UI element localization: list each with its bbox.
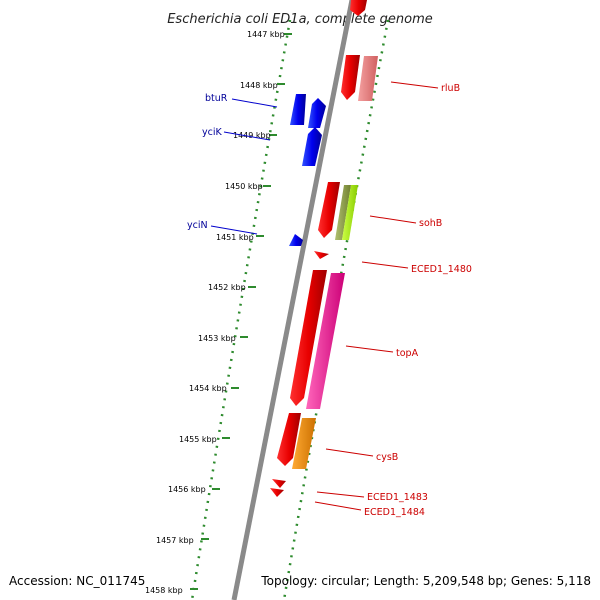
gene-arrow-cysB[interactable] <box>277 413 301 466</box>
genome-backbone <box>231 0 355 600</box>
gene-arrow-yciK[interactable] <box>302 127 322 166</box>
gene-arrow-sohB-homolog-2[interactable] <box>342 185 358 240</box>
gene-label-rluB[interactable]: rluB <box>441 83 460 94</box>
reverse-strand-genes <box>289 94 326 246</box>
gene-arrow-sohB[interactable] <box>318 182 340 238</box>
gene-arrow-yciN[interactable] <box>289 234 303 246</box>
leader-line-cysB <box>325 448 374 457</box>
tick-label: 1453 kbp <box>198 334 236 343</box>
leader-line-ECED1_1480 <box>361 261 409 269</box>
leader-line-yciK <box>223 131 271 141</box>
gene-arrow-sohB-homolog-1[interactable] <box>335 185 351 240</box>
gene-arrow-btuR[interactable] <box>290 94 306 125</box>
tick-label: 1458 kbp <box>145 586 183 595</box>
gene-label-ECED1_1483[interactable]: ECED1_1483 <box>367 492 428 503</box>
tick-label: 1448 kbp <box>240 81 278 90</box>
gene-label-btuR[interactable]: btuR <box>205 93 228 104</box>
tick-label: 1447 kbp <box>247 30 285 39</box>
gene-arrow-partial-top[interactable] <box>350 0 367 16</box>
gene-label-ECED1_1484[interactable]: ECED1_1484 <box>364 507 425 518</box>
forward-strand-genes <box>270 0 378 497</box>
gene-label-cysB[interactable]: cysB <box>376 452 398 463</box>
leader-line-ECED1_1483 <box>316 491 365 498</box>
leader-line-sohB <box>369 215 417 224</box>
gene-arrow-ECED1_1483[interactable] <box>272 479 286 488</box>
topology-text: Topology: circular; Length: 5,209,548 bp… <box>261 574 591 588</box>
leader-line-topA <box>345 345 394 353</box>
gene-arrow-topA-homolog[interactable] <box>306 273 345 409</box>
gene-labels: rluB btuR yciK sohB yciN ECED1_1480 topA… <box>187 81 472 518</box>
tick-label: 1455 kbp <box>179 435 217 444</box>
gene-arrow-ECED1_1484[interactable] <box>270 488 284 497</box>
tick-label: 1450 kbp <box>225 182 263 191</box>
leader-line-rluB <box>390 81 439 89</box>
tick-label: 1456 kbp <box>168 485 206 494</box>
tick-label: 1457 kbp <box>156 536 194 545</box>
gene-label-yciN[interactable]: yciN <box>187 220 208 231</box>
accession-text: Accession: NC_011745 <box>9 574 146 588</box>
gene-arrow-ECED1_1480[interactable] <box>314 251 329 259</box>
tick-label: 1449 kbp <box>233 131 271 140</box>
leader-line-yciN <box>210 225 258 235</box>
gene-label-ECED1_1480[interactable]: ECED1_1480 <box>411 264 472 275</box>
gene-label-sohB[interactable]: sohB <box>419 218 442 229</box>
left-guide-line <box>190 19 292 600</box>
gene-label-topA[interactable]: topA <box>396 348 419 359</box>
tick-label: 1452 kbp <box>208 283 246 292</box>
tick-label: 1451 kbp <box>216 233 254 242</box>
gene-arrow-cysB-homolog[interactable] <box>292 418 316 469</box>
tick-marks: 1447 kbp 1448 kbp 1449 kbp 1450 kbp 1451… <box>145 30 292 595</box>
map-title: Escherichia coli ED1a, complete genome <box>167 12 433 27</box>
leader-line-btuR <box>231 98 278 108</box>
gene-arrow-rluB[interactable] <box>341 55 360 100</box>
leader-line-ECED1_1484 <box>314 501 362 511</box>
gene-arrow-btuR-pair[interactable] <box>308 98 326 128</box>
gene-label-yciK[interactable]: yciK <box>202 127 222 138</box>
gene-arrow-topA[interactable] <box>290 270 327 406</box>
tick-label: 1454 kbp <box>189 384 227 393</box>
gene-arrow-rluB-homolog[interactable] <box>358 56 378 101</box>
